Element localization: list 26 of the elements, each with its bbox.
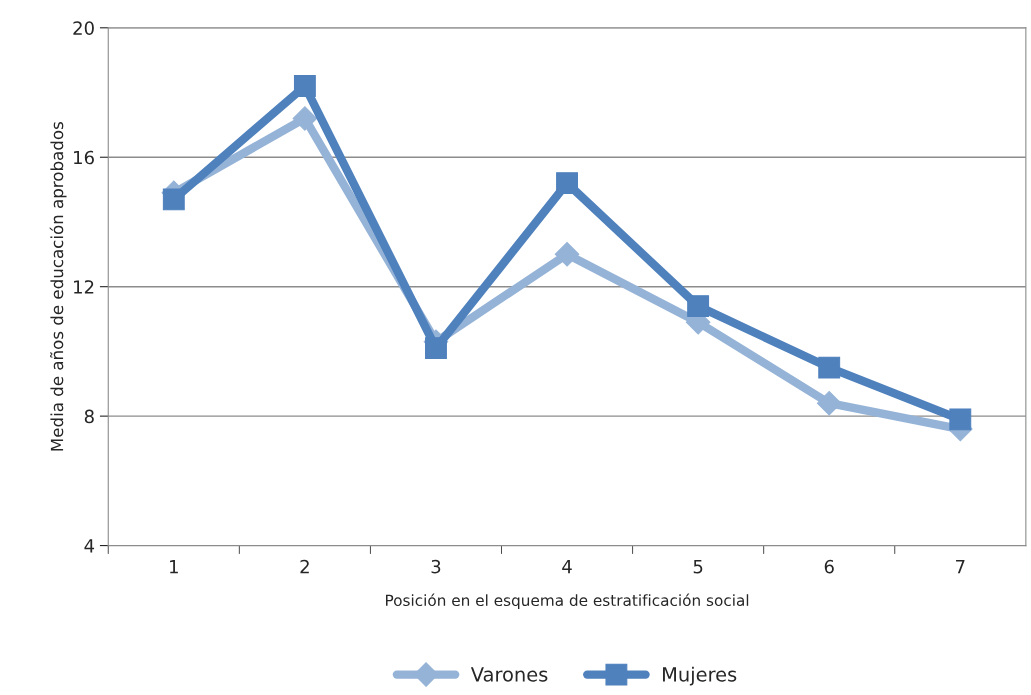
x-tick-label: 7 [956, 560, 965, 574]
point [556, 172, 578, 195]
y-tick-label: 12 [74, 280, 94, 294]
y-tick-label: 20 [73, 21, 94, 35]
y-tick-label: 4 [84, 539, 95, 553]
point [816, 390, 842, 416]
x-tick-label: 3 [431, 559, 441, 574]
point [293, 75, 316, 97]
y-tick-label: 8 [84, 409, 94, 424]
x-axis-title: Posición en el esquema de estratificación social [386, 593, 749, 609]
x-tick-label: 6 [824, 559, 834, 574]
y-tick-label: 16 [74, 150, 94, 165]
point [162, 188, 185, 211]
x-tick-label: 1 [170, 560, 178, 574]
x-tick-label: 5 [693, 560, 703, 574]
point [425, 337, 447, 360]
y-axis-title: Media de años de educación aprobados [49, 122, 67, 451]
legend-label: Varones [470, 667, 548, 682]
point [554, 242, 580, 267]
point [292, 106, 318, 131]
point [818, 356, 841, 379]
x-tick-label: 4 [562, 560, 572, 574]
legend-label: Mujeres [663, 666, 737, 686]
point [687, 295, 710, 318]
x-tick-label: 2 [300, 559, 309, 574]
point [949, 408, 972, 431]
